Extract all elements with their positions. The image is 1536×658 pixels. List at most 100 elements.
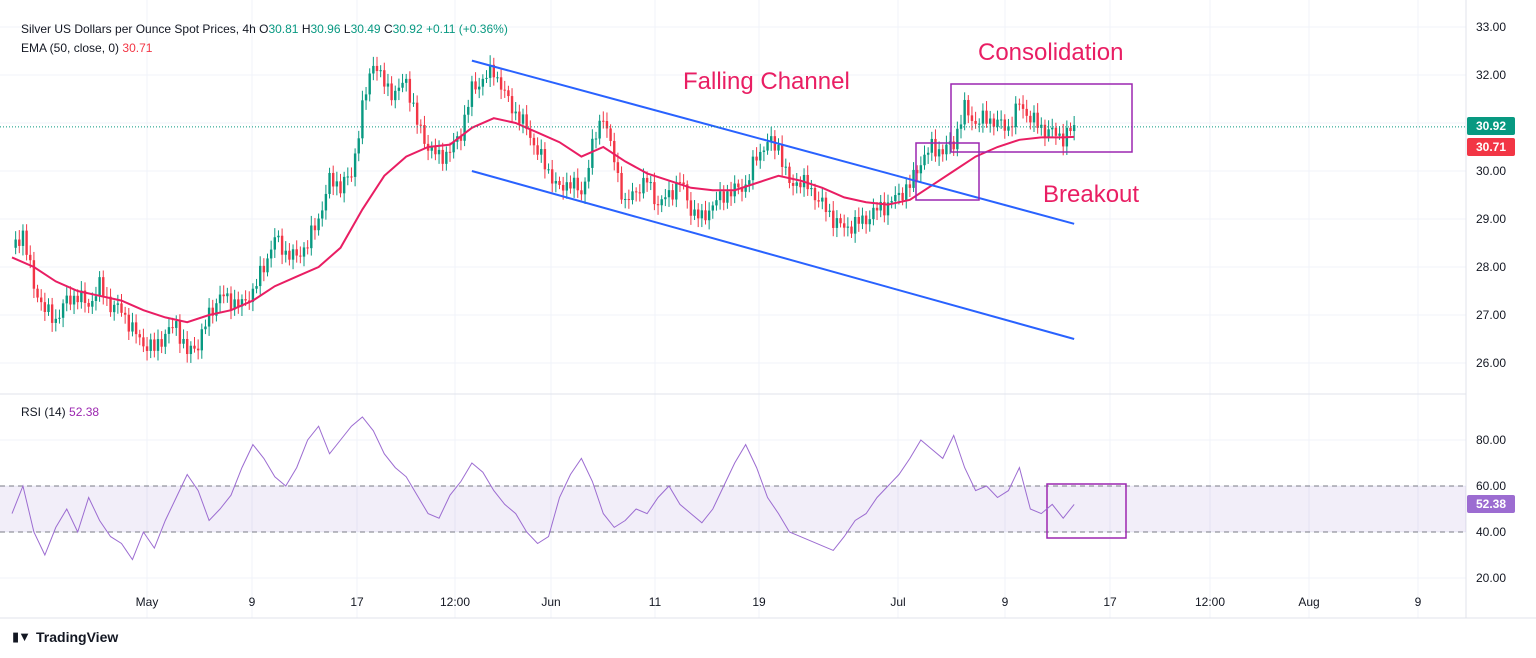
candle-body bbox=[222, 294, 225, 297]
candle-body bbox=[587, 167, 590, 182]
price-tick-label: 30.00 bbox=[1476, 164, 1506, 178]
svg-text:52.38: 52.38 bbox=[1476, 497, 1506, 511]
candle-body bbox=[897, 192, 901, 196]
candle-body bbox=[280, 235, 284, 255]
candle-body bbox=[507, 90, 510, 97]
time-tick-label: 9 bbox=[249, 595, 256, 609]
channel-upper-line[interactable] bbox=[471, 59, 1075, 225]
ohlc-legend: Silver US Dollars per Ounce Spot Prices,… bbox=[21, 22, 508, 36]
time-tick-label: 19 bbox=[752, 595, 766, 609]
candle-body bbox=[503, 89, 506, 91]
candle-body bbox=[496, 77, 499, 79]
candle-body bbox=[262, 265, 266, 273]
candle-body bbox=[372, 65, 375, 74]
candle-body bbox=[123, 312, 127, 315]
rsi-legend[interactable]: RSI (14) 52.38 bbox=[21, 405, 99, 419]
candle-body bbox=[240, 299, 244, 307]
candle-body bbox=[207, 307, 211, 327]
candle-body bbox=[583, 181, 587, 195]
candle-body bbox=[532, 137, 536, 146]
candle-body bbox=[755, 156, 758, 161]
channel-lower-line[interactable] bbox=[471, 170, 1075, 340]
candle-body bbox=[686, 184, 689, 201]
candle-body bbox=[437, 149, 441, 155]
candle-body bbox=[707, 210, 711, 221]
candle-body bbox=[383, 70, 386, 87]
candle-body bbox=[963, 99, 966, 125]
candle-body bbox=[116, 303, 120, 305]
candle-body bbox=[770, 136, 773, 143]
candle-body bbox=[167, 327, 171, 334]
candle-body bbox=[346, 176, 349, 178]
candle-body bbox=[65, 295, 68, 304]
consolidation-box[interactable] bbox=[950, 83, 1133, 153]
candle-body bbox=[857, 217, 860, 224]
candle-body bbox=[678, 181, 682, 183]
candle-body bbox=[470, 81, 474, 107]
candle-body bbox=[569, 182, 572, 189]
candle-body bbox=[974, 120, 977, 124]
candle-body bbox=[164, 333, 167, 347]
candle-body bbox=[675, 181, 678, 200]
candle-body bbox=[930, 138, 933, 153]
candle-body bbox=[204, 326, 207, 330]
tradingview-logo[interactable]: ▮▼ TradingView bbox=[12, 629, 118, 645]
candle-body bbox=[561, 184, 565, 191]
time-tick-label: 12:00 bbox=[440, 595, 470, 609]
time-tick-label: Jul bbox=[890, 595, 905, 609]
candle-body bbox=[61, 303, 65, 318]
candle-body bbox=[160, 339, 163, 347]
candle-body bbox=[759, 151, 762, 161]
candle-body bbox=[718, 191, 722, 201]
rsi-axis-ticks: 80.00 60.00 40.00 20.00 bbox=[1476, 433, 1506, 585]
candle-body bbox=[76, 295, 79, 303]
annotation-falling-channel: Falling Channel bbox=[683, 68, 850, 95]
candle-body bbox=[784, 166, 787, 168]
svg-text:30.71: 30.71 bbox=[1476, 140, 1506, 154]
candle-body bbox=[919, 165, 923, 174]
candle-body bbox=[989, 118, 992, 124]
time-tick-label: 12:00 bbox=[1195, 595, 1225, 609]
candle-body bbox=[602, 120, 605, 122]
rsi-box[interactable] bbox=[1046, 483, 1127, 539]
candle-body bbox=[452, 141, 455, 153]
candle-body bbox=[156, 339, 160, 351]
candle-body bbox=[671, 190, 674, 200]
candle-body bbox=[171, 327, 174, 329]
ema-legend[interactable]: EMA (50, close, 0) 30.71 bbox=[21, 41, 152, 55]
candle-body bbox=[492, 64, 495, 78]
candle-body bbox=[521, 114, 525, 124]
candle-body bbox=[178, 321, 182, 344]
candle-body bbox=[255, 286, 258, 289]
high-value: 30.96 bbox=[310, 22, 341, 36]
candle-body bbox=[302, 247, 306, 257]
candle-body bbox=[1021, 104, 1025, 109]
candle-body bbox=[653, 182, 656, 205]
time-axis-ticks: May 9 17 12:00 Jun 11 19 Jul 9 17 12:00 Aug 9 bbox=[136, 595, 1422, 609]
last-price-badge: 30.92 bbox=[1467, 117, 1515, 135]
candle-body bbox=[1014, 103, 1017, 127]
candle-body bbox=[394, 90, 397, 101]
candle-body bbox=[69, 295, 72, 305]
symbol-title[interactable]: Silver US Dollars per Ounce Spot Prices,… bbox=[21, 22, 256, 36]
candle-body bbox=[83, 290, 87, 303]
candle-body bbox=[620, 172, 623, 200]
rsi-value: 52.38 bbox=[69, 405, 100, 419]
candle-body bbox=[332, 172, 335, 187]
candle-body bbox=[748, 180, 751, 185]
candle-body bbox=[193, 345, 196, 349]
candle-body bbox=[91, 300, 94, 307]
price-tick-label: 26.00 bbox=[1476, 356, 1506, 370]
candle-body bbox=[50, 304, 54, 323]
candle-body bbox=[645, 177, 649, 183]
rsi-tick-label: 80.00 bbox=[1476, 433, 1506, 447]
rsi-tick-label: 20.00 bbox=[1476, 571, 1506, 585]
candle-body bbox=[481, 78, 485, 87]
breakout-box[interactable] bbox=[915, 142, 980, 201]
candle-body bbox=[638, 192, 641, 194]
price-tick-label: 27.00 bbox=[1476, 308, 1506, 322]
candle-body bbox=[390, 83, 393, 101]
candle-body bbox=[182, 338, 185, 344]
